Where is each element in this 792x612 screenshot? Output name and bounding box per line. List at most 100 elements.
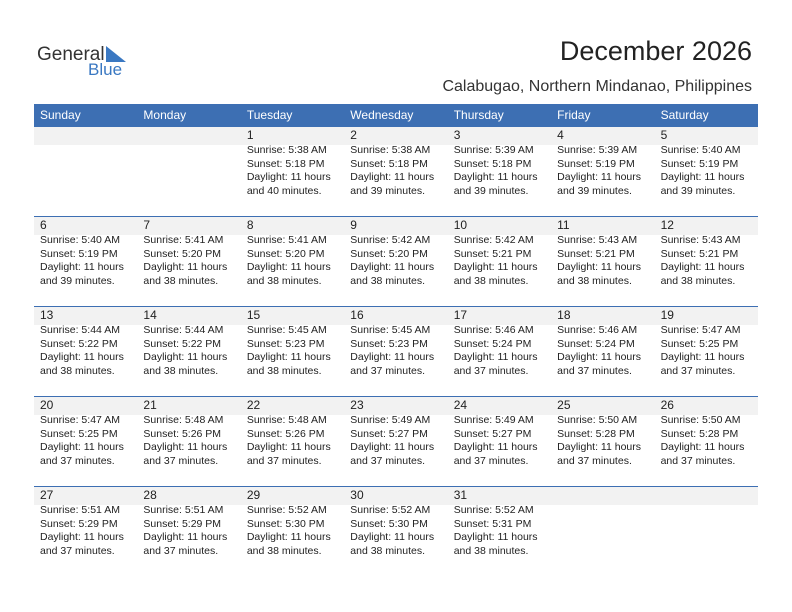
- minutes: and 37 minutes.: [246, 454, 322, 467]
- day-number: 10: [453, 218, 468, 232]
- daylight: Daylight: 11 hours: [40, 261, 124, 273]
- minutes: and 39 minutes.: [660, 184, 736, 197]
- sunrise: Sunrise: 5:51 AM: [143, 504, 224, 516]
- minutes: and 38 minutes.: [453, 274, 529, 287]
- sunrise: Sunrise: 5:43 AM: [660, 234, 741, 246]
- day-number: 4: [557, 128, 564, 142]
- daylight: Daylight: 11 hours: [350, 351, 435, 363]
- daylight: Daylight: 11 hours: [453, 531, 538, 543]
- day-number: 29: [246, 488, 261, 502]
- sunset: Sunset: 5:18 PM: [453, 157, 532, 170]
- sunset: Sunset: 5:23 PM: [350, 337, 428, 350]
- daylight: Daylight: 11 hours: [453, 351, 538, 363]
- sunset: Sunset: 5:26 PM: [143, 427, 222, 440]
- sunrise: Sunrise: 5:49 AM: [350, 414, 431, 426]
- minutes: and 39 minutes.: [453, 184, 529, 197]
- day-number: 18: [557, 308, 571, 322]
- sunset: Sunset: 5:21 PM: [453, 247, 532, 260]
- daylight: Daylight: 11 hours: [557, 441, 641, 453]
- daylight: Daylight: 11 hours: [660, 261, 745, 273]
- sunset: Sunset: 5:20 PM: [350, 247, 428, 260]
- minutes: and 38 minutes.: [246, 544, 322, 557]
- day-number: 8: [246, 218, 254, 232]
- sunset: Sunset: 5:27 PM: [350, 427, 428, 440]
- sunrise: Sunrise: 5:42 AM: [453, 234, 534, 246]
- day-number: 16: [350, 308, 364, 322]
- sunset: Sunset: 5:29 PM: [40, 517, 118, 530]
- minutes: and 37 minutes.: [350, 454, 425, 467]
- daylight: Daylight: 11 hours: [557, 171, 641, 183]
- sunset: Sunset: 5:19 PM: [557, 157, 635, 170]
- day-number: 17: [453, 308, 468, 322]
- day-number: 3: [453, 128, 461, 142]
- week-band: [34, 396, 758, 415]
- day-number: 14: [143, 308, 157, 322]
- minutes: and 39 minutes.: [40, 274, 115, 287]
- day-number: 30: [350, 488, 364, 502]
- day-number: 22: [246, 398, 261, 412]
- sunrise: Sunrise: 5:52 AM: [350, 504, 431, 516]
- sunset: Sunset: 5:23 PM: [246, 337, 325, 350]
- day-number: 28: [143, 488, 157, 502]
- daylight: Daylight: 11 hours: [143, 531, 228, 543]
- minutes: and 38 minutes.: [246, 274, 322, 287]
- daylight: Daylight: 11 hours: [350, 171, 435, 183]
- week-band: [34, 126, 758, 145]
- day-number: 13: [40, 308, 54, 322]
- day-number: 31: [453, 488, 468, 502]
- day-number: 2: [350, 128, 357, 142]
- sunset: Sunset: 5:19 PM: [660, 157, 739, 170]
- day-number: 24: [453, 398, 468, 412]
- daylight: Daylight: 11 hours: [660, 171, 745, 183]
- sunset: Sunset: 5:20 PM: [246, 247, 325, 260]
- day-number: 1: [246, 128, 254, 142]
- daylight: Daylight: 11 hours: [557, 261, 641, 273]
- weekday: Wednesday: [350, 108, 414, 122]
- day-number: 20: [40, 398, 54, 412]
- daylight: Daylight: 11 hours: [246, 261, 331, 273]
- daylight: Daylight: 11 hours: [40, 441, 124, 453]
- minutes: and 38 minutes.: [660, 274, 736, 287]
- daylight: Daylight: 11 hours: [350, 441, 435, 453]
- sunrise: Sunrise: 5:47 AM: [40, 414, 120, 426]
- sunrise: Sunrise: 5:45 AM: [246, 324, 327, 336]
- daylight: Daylight: 11 hours: [350, 261, 435, 273]
- day-number: 21: [143, 398, 157, 412]
- minutes: and 37 minutes.: [40, 544, 115, 557]
- sunset: Sunset: 5:22 PM: [143, 337, 222, 350]
- minutes: and 37 minutes.: [660, 364, 736, 377]
- weekday: Thursday: [453, 108, 504, 122]
- weekday-header: [34, 104, 758, 126]
- subtitle: Calabugao, Northern Mindanao, Philippine…: [442, 78, 752, 95]
- minutes: and 37 minutes.: [350, 364, 425, 377]
- sunrise: Sunrise: 5:48 AM: [143, 414, 224, 426]
- weekday: Tuesday: [246, 108, 293, 122]
- sunset: Sunset: 5:22 PM: [40, 337, 118, 350]
- daylight: Daylight: 11 hours: [453, 261, 538, 273]
- logo-blue: Blue: [88, 60, 123, 79]
- sunset: Sunset: 5:20 PM: [143, 247, 222, 260]
- daylight: Daylight: 11 hours: [143, 261, 228, 273]
- sunset: Sunset: 5:31 PM: [453, 517, 532, 530]
- daylight: Daylight: 11 hours: [660, 351, 745, 363]
- day-number: 25: [557, 398, 571, 412]
- sunset: Sunset: 5:30 PM: [246, 517, 325, 530]
- day-number: 9: [350, 218, 357, 232]
- sunset: Sunset: 5:28 PM: [557, 427, 635, 440]
- minutes: and 37 minutes.: [453, 364, 529, 377]
- minutes: and 38 minutes.: [143, 364, 219, 377]
- sunrise: Sunrise: 5:48 AM: [246, 414, 327, 426]
- day-number: 23: [350, 398, 364, 412]
- daylight: Daylight: 11 hours: [350, 531, 435, 543]
- day-number: 15: [246, 308, 261, 322]
- sunrise: Sunrise: 5:38 AM: [246, 144, 327, 156]
- week-band: [34, 216, 758, 235]
- sunrise: Sunrise: 5:40 AM: [660, 144, 741, 156]
- sunrise: Sunrise: 5:44 AM: [143, 324, 224, 336]
- minutes: and 37 minutes.: [143, 544, 219, 557]
- daylight: Daylight: 11 hours: [660, 441, 745, 453]
- sunrise: Sunrise: 5:40 AM: [40, 234, 120, 246]
- day-number: 11: [557, 218, 570, 232]
- minutes: and 38 minutes.: [143, 274, 219, 287]
- sunrise: Sunrise: 5:39 AM: [453, 144, 534, 156]
